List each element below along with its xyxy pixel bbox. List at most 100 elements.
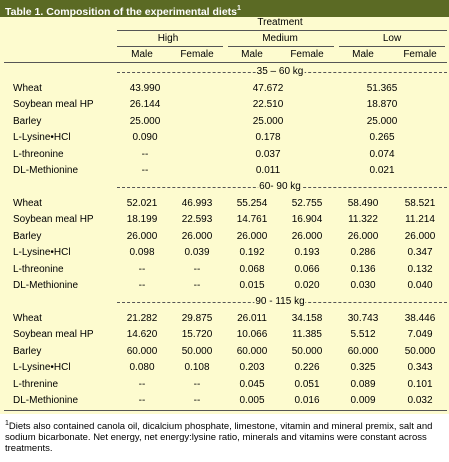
- cell: 26.000: [291, 230, 323, 242]
- cell: 0.192: [239, 247, 265, 259]
- section-title: 90 - 115 kg: [254, 296, 306, 308]
- cell: 0.068: [239, 263, 265, 275]
- sex-header: Male: [241, 49, 263, 60]
- cell: 0.032: [407, 395, 433, 406]
- cell: 47.672: [252, 83, 284, 94]
- row-label: L-Lysine•HCl: [13, 247, 71, 259]
- cell: 0.108: [184, 362, 210, 374]
- cell: 26.000: [236, 230, 268, 242]
- cell: 29.875: [181, 313, 213, 324]
- row-label: DL-Methionine: [13, 395, 79, 406]
- row-label: Barley: [13, 345, 42, 357]
- cell: 0.265: [369, 132, 395, 144]
- cell: 0.098: [129, 247, 155, 259]
- sex-header: Female: [403, 49, 437, 60]
- cell: 55.254: [236, 198, 268, 209]
- cell: 0.009: [350, 395, 376, 406]
- cell: 0.051: [294, 378, 320, 390]
- cell: 0.178: [255, 132, 281, 144]
- cell: 0.045: [239, 378, 265, 390]
- cell: 0.090: [132, 132, 158, 144]
- cell: 0.080: [129, 362, 155, 374]
- cell: 10.066: [236, 329, 268, 341]
- rule: [117, 30, 447, 31]
- rule: [339, 46, 445, 47]
- cell: --: [193, 378, 201, 390]
- title-mark: 1: [237, 5, 241, 12]
- cell: 52.021: [126, 198, 158, 209]
- cell: 0.037: [255, 148, 281, 160]
- cell: 58.490: [347, 198, 379, 209]
- rule: [228, 46, 334, 47]
- cell: 51.365: [366, 83, 398, 94]
- cell: 0.015: [239, 280, 265, 291]
- row-label: Soybean meal HP: [13, 214, 94, 226]
- cell: 60.000: [347, 345, 379, 357]
- cell: 0.040: [407, 280, 433, 291]
- cell: --: [138, 395, 146, 406]
- row-label: Soybean meal HP: [13, 329, 94, 341]
- cell: --: [193, 263, 201, 275]
- row-label: Barley: [13, 115, 42, 127]
- cell: --: [193, 280, 201, 291]
- cell: 0.074: [369, 148, 395, 160]
- cell: --: [193, 395, 201, 406]
- cell: 0.193: [294, 247, 320, 259]
- cell: 46.993: [181, 198, 213, 209]
- cell: 0.286: [350, 247, 376, 259]
- sex-header: Female: [180, 49, 214, 60]
- cell: 26.011: [237, 313, 267, 324]
- row-label: Wheat: [13, 313, 42, 324]
- cell: 38.446: [404, 313, 436, 324]
- title: Table 1. Composition of the experimental…: [5, 5, 238, 18]
- cell: 34.158: [291, 313, 323, 324]
- cell: 26.000: [347, 230, 379, 242]
- cell: 18.199: [126, 214, 158, 226]
- row-label: L-Lysine•HCl: [13, 132, 71, 144]
- cell: 14.761: [236, 214, 268, 226]
- sex-header: Female: [290, 49, 324, 60]
- cell: 0.347: [407, 247, 433, 259]
- treatment-header: Treatment: [257, 17, 303, 28]
- footnote-mark: 1: [5, 420, 9, 427]
- cell: 50.000: [181, 345, 213, 357]
- cell: 0.089: [350, 378, 376, 390]
- cell: 0.016: [294, 395, 320, 406]
- table: Table 1. Composition of the experimental…: [0, 0, 449, 414]
- cell: --: [138, 280, 146, 291]
- rule: [117, 46, 223, 47]
- cell: 11.322: [348, 214, 378, 226]
- group-header: Low: [382, 33, 402, 44]
- cell: 25.000: [129, 115, 161, 127]
- cell: 50.000: [291, 345, 323, 357]
- cell: 22.510: [252, 99, 284, 111]
- cell: 5.512: [350, 329, 376, 341]
- cell: 14.620: [126, 329, 158, 341]
- cell: 11.214: [405, 214, 435, 226]
- cell: 60.000: [236, 345, 268, 357]
- sex-header: Male: [131, 49, 153, 60]
- cell: 26.000: [404, 230, 436, 242]
- sex-header: Male: [352, 49, 374, 60]
- cell: 26.144: [129, 99, 161, 111]
- cell: 0.066: [294, 263, 320, 275]
- title-bar: Table 1. Composition of the experimental…: [0, 0, 449, 18]
- cell: 0.343: [407, 362, 433, 374]
- cell: 22.593: [181, 214, 213, 226]
- cell: 43.990: [129, 83, 161, 94]
- cell: --: [138, 378, 146, 390]
- row-label: L-threonine: [13, 148, 64, 160]
- cell: 0.132: [407, 263, 433, 275]
- row-label: L-threonine: [13, 263, 64, 275]
- cell: --: [141, 148, 149, 160]
- cell: 0.101: [407, 378, 433, 390]
- cell: 52.755: [291, 198, 323, 209]
- rule: [4, 62, 447, 63]
- cell: 26.000: [181, 230, 213, 242]
- cell: 7.049: [407, 329, 433, 341]
- cell: --: [141, 165, 149, 176]
- footnote-text: Diets also contained canola oil, dicalci…: [5, 421, 433, 455]
- row-label: Wheat: [13, 198, 42, 209]
- cell: --: [138, 263, 146, 275]
